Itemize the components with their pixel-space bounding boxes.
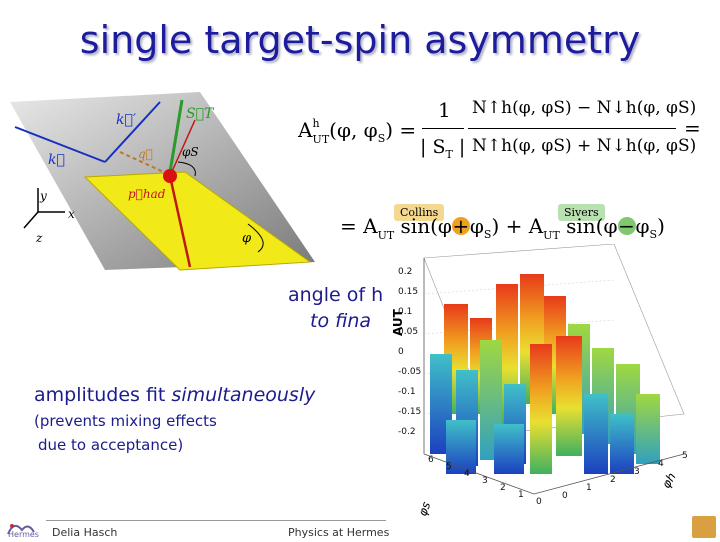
bar (556, 336, 582, 456)
phi-h-tick-labels: 5 4 3 2 1 0 (562, 451, 688, 501)
hadron-plane (83, 171, 312, 271)
phi-h-tick-label: 5 (682, 451, 688, 461)
hadron-extension (169, 119, 196, 177)
phi-s-tick-label: 4 (464, 469, 470, 479)
z-axis-label: AUT (391, 308, 405, 336)
amplitudes-text: amplitudes fit simultaneously (34, 384, 316, 406)
lego-bars (430, 274, 660, 474)
phi-h-tick-label: 3 (634, 467, 640, 477)
phi-s-axis-label: φs (415, 500, 433, 518)
z-axis-line (23, 211, 39, 229)
fraction-bar-left (422, 128, 464, 129)
k-label: k⃗ (48, 152, 65, 168)
p-had-label: p⃗had (128, 187, 166, 201)
bar (494, 424, 524, 474)
prevents-line2: due to acceptance) (38, 436, 184, 454)
denominator-counts: N↑h(φ, φS) + N↓h(φ, φS) (472, 136, 697, 156)
fraction-bar-right (468, 128, 676, 129)
phi-arc (247, 223, 264, 253)
bar (636, 394, 660, 464)
phi-h-tick-label: 1 (586, 483, 592, 493)
phi-s-tick-label: 3 (482, 476, 488, 486)
z-tick-label: -0.15 (398, 407, 421, 417)
k-prime-label: k⃗′ (116, 112, 137, 128)
p-had-vector (168, 175, 192, 268)
prevents-line1: (prevents mixing effects (34, 412, 217, 430)
base-axes (423, 453, 685, 495)
phi-s-tick-label: 2 (500, 483, 506, 493)
k-vector (14, 126, 106, 163)
x-label: x (68, 207, 75, 221)
hermes-logo (4, 518, 38, 538)
footer-corner-logo (692, 516, 716, 538)
footer-talk: Physics at Hermes (288, 526, 390, 539)
angle-text-line1: angle of h (288, 284, 384, 306)
bar (584, 394, 608, 474)
z-tick-label: 0.05 (398, 327, 418, 337)
phi-s-tick-label: 5 (446, 462, 452, 472)
q-label: q⃗ (138, 147, 153, 161)
z-tick-label: 0.1 (398, 307, 412, 317)
phi-h-tick-label: 2 (610, 475, 616, 485)
footer-rule (46, 520, 386, 521)
st-vector (168, 99, 184, 173)
z-tick-labels: 0.2 0.15 0.1 0.05 0 -0.05 -0.1 -0.15 -0.2 (398, 267, 421, 437)
fraction-one: 1 (438, 98, 451, 122)
phi-s-arc (177, 161, 196, 177)
asymmetry-lego-plot: 0.2 0.15 0.1 0.05 0 -0.05 -0.1 -0.15 -0.2 AUT 6 5… (391, 244, 688, 518)
collins-badge: Collins (394, 204, 445, 221)
asymmetry-lhs: AhUT(φ, φS) = (298, 117, 417, 146)
phi-s-label: φS (182, 145, 199, 159)
z-tick-label: 0.15 (398, 287, 418, 297)
equals-sign: = (684, 116, 701, 140)
phi-s-tick-labels: 6 5 4 3 2 1 0 (428, 455, 542, 507)
phi-s-tick-label: 0 (536, 497, 542, 507)
phi-s-tick-label: 6 (428, 455, 434, 465)
z-tick-label: 0.2 (398, 267, 412, 277)
logo-text: Hermes (8, 530, 39, 539)
asymmetry-decomposition: = AUT sin(φ+φS) + AUT sin(φ−φS) (340, 214, 665, 242)
y-label: y (39, 189, 47, 203)
k-prime-vector (104, 101, 161, 163)
bar (446, 420, 476, 474)
z-tick-label: -0.2 (398, 427, 416, 437)
sivers-badge: Sivers (558, 204, 605, 221)
phi-label: φ (242, 231, 252, 246)
phi-h-tick-label: 0 (562, 491, 568, 501)
z-tick-label: -0.05 (398, 367, 421, 377)
phi-h-axis-label: φh (659, 470, 679, 490)
kinematics-diagram: k⃗′ k⃗ S⃗T q⃗ φS p⃗had y x z φ (10, 92, 315, 271)
slide-title: single target-spin asymmetry (79, 18, 641, 62)
z-label: z (35, 231, 43, 245)
spin-magnitude: | ST | (420, 136, 466, 161)
footer-author: Delia Hasch (52, 526, 118, 539)
target-nucleon (163, 169, 177, 183)
phi-h-tick-label: 4 (658, 459, 664, 469)
angle-text-line2: to fina (310, 310, 372, 332)
z-tick-label: -0.1 (398, 387, 416, 397)
q-vector (119, 151, 169, 175)
bar (610, 414, 634, 474)
phi-s-tick-label: 1 (518, 490, 524, 500)
numerator-counts: N↑h(φ, φS) − N↓h(φ, φS) (472, 98, 697, 118)
bar (530, 344, 552, 474)
st-label: S⃗T (186, 106, 215, 122)
z-tick-label: 0 (398, 347, 404, 357)
